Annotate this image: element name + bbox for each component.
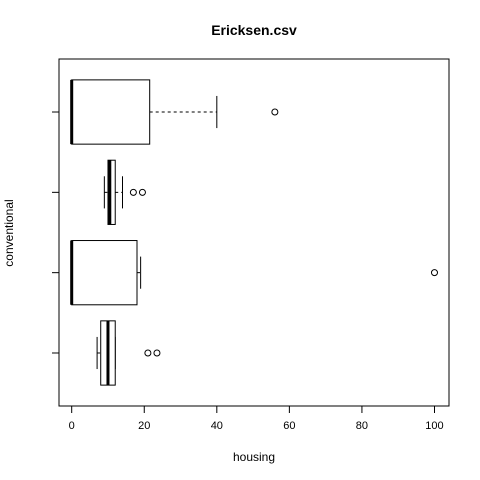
outlier-point: [144, 349, 152, 357]
x-tick-label: 80: [356, 420, 368, 432]
x-axis: 0 20 40 60 80 100: [69, 405, 444, 432]
y-axis: [52, 111, 60, 354]
box-series: [70, 79, 438, 386]
box-group: [70, 240, 438, 306]
y-axis-label: conventional: [2, 199, 16, 266]
outlier-point: [138, 188, 146, 196]
outlier-point: [430, 269, 438, 277]
outlier-point: [153, 349, 161, 357]
box-iqr: [107, 159, 116, 225]
x-tick-label: 20: [138, 420, 150, 432]
box-group: [96, 320, 161, 386]
x-tick-label: 100: [425, 420, 443, 432]
x-axis-label: housing: [233, 450, 275, 464]
outlier-point: [129, 188, 137, 196]
outlier-point: [271, 108, 279, 116]
x-tick-label: 60: [283, 420, 295, 432]
box-group: [70, 79, 279, 145]
x-tick-label: 40: [211, 420, 223, 432]
chart-title: Ericksen.csv: [211, 22, 297, 38]
x-tick-label: 0: [69, 420, 75, 432]
box-iqr: [71, 240, 138, 306]
box-group: [103, 159, 146, 225]
box-iqr: [71, 79, 151, 145]
